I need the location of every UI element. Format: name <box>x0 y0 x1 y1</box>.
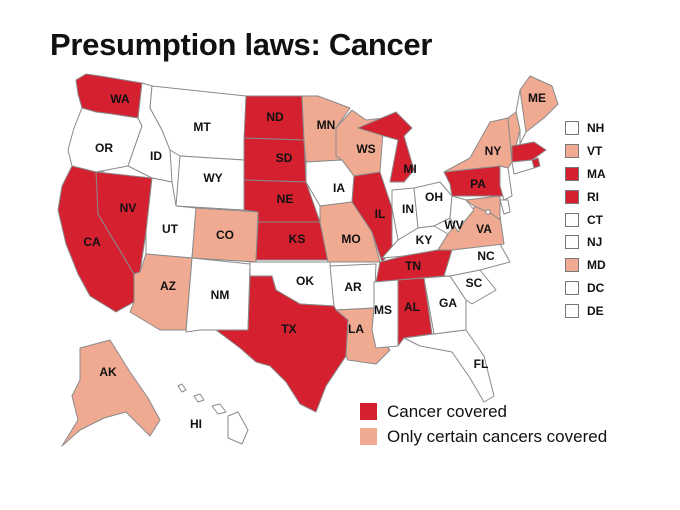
state-label-oh: OH <box>425 190 443 204</box>
state-label-ne: NE <box>277 192 294 206</box>
state-label-wa: WA <box>110 92 130 106</box>
small-state-label: DC <box>587 280 605 295</box>
state-label-wy: WY <box>203 171 222 185</box>
state-fl <box>403 329 495 403</box>
state-label-ar: AR <box>344 280 362 294</box>
state-ny <box>443 117 513 173</box>
state-label-ny: NY <box>485 144 502 158</box>
small-state-swatch <box>565 144 579 159</box>
small-state-swatch <box>565 303 579 318</box>
state-label-ms: MS <box>374 303 392 317</box>
state-label-ca: CA <box>83 235 101 249</box>
map-title: Presumption laws: Cancer <box>50 27 433 62</box>
small-state-swatch <box>565 212 579 227</box>
state-label-nc: NC <box>477 249 495 263</box>
state-label-il: IL <box>375 207 386 221</box>
key-swatch-full <box>360 403 377 420</box>
state-label-la: LA <box>348 322 364 336</box>
small-state-label: NH <box>587 121 605 136</box>
state-label-ok: OK <box>296 274 314 288</box>
state-label-me: ME <box>528 91 546 105</box>
state-label-ws: WS <box>356 142 375 156</box>
small-state-label: MD <box>587 258 606 273</box>
state-label-in: IN <box>402 202 414 216</box>
key-item-full: Cancer covered <box>360 399 607 424</box>
key-label-partial: Only certain cancers covered <box>387 426 608 446</box>
key-label-full: Cancer covered <box>387 401 508 421</box>
state-label-al: AL <box>404 300 420 314</box>
small-state-item-nj: NJ <box>565 231 606 254</box>
state-de <box>499 199 511 215</box>
state-label-ga: GA <box>439 296 457 310</box>
state-label-ks: KS <box>289 232 306 246</box>
state-md <box>465 195 501 221</box>
small-state-item-dc: DC <box>565 277 606 300</box>
state-vt <box>507 111 521 163</box>
small-state-item-nh: NH <box>565 117 606 140</box>
state-label-ky: KY <box>416 233 433 247</box>
state-label-mo: MO <box>341 232 360 246</box>
state-label-tx: TX <box>281 322 296 336</box>
small-state-item-vt: VT <box>565 140 606 163</box>
state-tx <box>215 275 349 413</box>
small-states-legend: NH VT MA RI CT NJ MD DC DE <box>565 117 606 322</box>
small-state-label: MA <box>587 166 606 181</box>
state-label-ut: UT <box>162 222 179 236</box>
small-state-label: NJ <box>587 235 603 250</box>
small-state-swatch <box>565 166 579 181</box>
small-state-item-ri: RI <box>565 185 606 208</box>
small-state-label: CT <box>587 212 603 227</box>
small-state-item-ma: MA <box>565 163 606 186</box>
state-label-hi: HI <box>190 417 202 431</box>
state-label-ia: IA <box>333 181 345 195</box>
state-label-tn: TN <box>405 259 421 273</box>
state-label-or: OR <box>95 141 113 155</box>
small-state-label: DE <box>587 303 604 318</box>
state-label-mn: MN <box>317 118 336 132</box>
state-label-co: CO <box>216 228 234 242</box>
state-label-sd: SD <box>276 151 293 165</box>
state-label-nv: NV <box>120 201 137 215</box>
color-key: Cancer covered Only certain cancers cove… <box>360 399 607 449</box>
state-label-ak: AK <box>99 365 117 379</box>
state-label-mi: MI <box>403 162 416 176</box>
state-label-az: AZ <box>160 279 176 293</box>
state-label-nm: NM <box>211 288 230 302</box>
state-label-nd: ND <box>266 110 284 124</box>
small-state-label: RI <box>587 189 599 204</box>
small-state-item-md: MD <box>565 254 606 277</box>
state-ct <box>511 159 535 175</box>
state-nj <box>499 165 513 201</box>
state-dc <box>485 209 491 215</box>
state-ca <box>57 165 135 313</box>
state-label-sc: SC <box>466 276 483 290</box>
state-label-wv: WV <box>444 218 463 232</box>
small-state-swatch <box>565 235 579 250</box>
key-item-partial: Only certain cancers covered <box>360 424 607 449</box>
small-state-item-de: DE <box>565 299 606 322</box>
small-state-swatch <box>565 258 579 273</box>
state-label-pa: PA <box>470 177 486 191</box>
small-state-item-ct: CT <box>565 208 606 231</box>
state-hi <box>177 383 249 445</box>
small-state-swatch <box>565 280 579 295</box>
state-mi <box>357 111 415 183</box>
state-ma <box>511 141 547 163</box>
state-label-id: ID <box>150 149 162 163</box>
small-state-swatch <box>565 121 579 136</box>
state-label-mt: MT <box>193 120 211 134</box>
small-state-label: VT <box>587 144 603 159</box>
state-label-va: VA <box>476 222 492 236</box>
small-state-swatch <box>565 189 579 204</box>
key-swatch-partial <box>360 428 377 445</box>
state-ak <box>61 339 161 447</box>
state-label-fl: FL <box>474 357 489 371</box>
